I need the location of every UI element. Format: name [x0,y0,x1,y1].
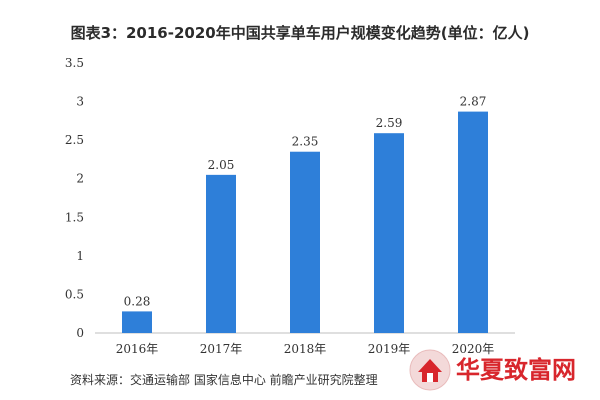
y-axis: 0 0.5 1 1.5 2 2.5 3 3.5 [65,56,84,340]
source-note: 资料来源：交通运输部 国家信息中心 前瞻产业研究院整理 [70,373,378,387]
y-tick-label: 1 [76,249,84,263]
watermark-logo: 华夏致富网 [409,349,576,391]
bar [122,311,152,333]
value-labels: 0.28 2.05 2.35 2.59 2.87 [124,95,487,309]
bar [206,174,236,333]
bar [458,111,488,333]
y-tick-label: 3.5 [65,56,84,70]
bar-series [122,111,488,333]
bar-value-label: 2.87 [460,95,487,109]
y-tick-label: 0 [76,326,84,340]
house-logo-icon [409,349,451,391]
bar [374,133,404,333]
bar-value-label: 2.35 [292,135,319,149]
bar [290,151,320,333]
y-tick-label: 2 [76,172,84,186]
bar-value-label: 2.59 [376,116,403,130]
x-tick-label: 2018年 [284,342,327,356]
bar-value-label: 2.05 [208,158,235,172]
x-tick-label: 2019年 [368,342,411,356]
y-tick-label: 3 [76,95,84,109]
watermark-logo-text: 华夏致富网 [456,356,576,384]
x-tick-label: 2017年 [200,342,243,356]
x-tick-label: 2020年 [452,342,495,356]
chart-title: 图表3：2016-2020年中国共享单车用户规模变化趋势(单位：亿人) [70,24,530,42]
y-tick-label: 0.5 [65,287,84,301]
bar-value-label: 0.28 [124,294,151,308]
y-tick-label: 2.5 [65,133,84,147]
x-tick-label: 2016年 [116,342,159,356]
y-tick-label: 1.5 [65,210,84,224]
